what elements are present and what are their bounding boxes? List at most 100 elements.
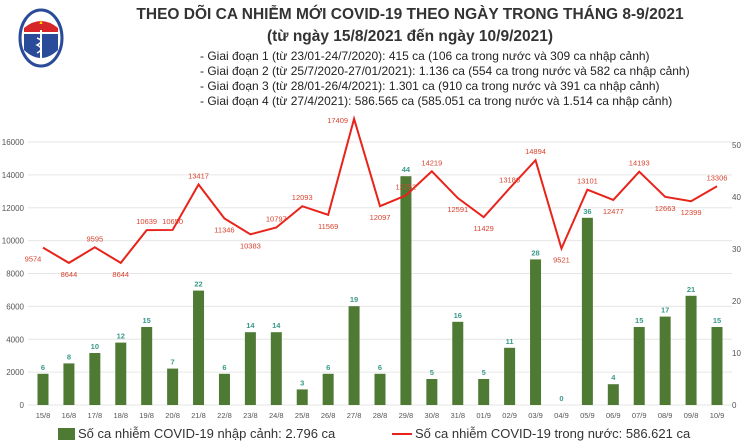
right-axis-tick: 10 xyxy=(732,349,741,358)
legend-swatch-bar xyxy=(58,427,75,440)
chart-subtitle: (từ ngày 15/8/2021 đến ngày 10/9/2021) xyxy=(266,28,554,45)
x-axis-tick: 01/9 xyxy=(476,411,491,420)
bar xyxy=(218,373,230,405)
line-label: 14894 xyxy=(525,147,546,156)
x-axis-tick: 10/9 xyxy=(710,411,725,420)
bar-label: 6 xyxy=(222,363,226,372)
bar-label: 8 xyxy=(67,352,71,361)
note-phase-4: - Giai đoạn 4 (từ 27/4/2021): 586.565 ca… xyxy=(200,94,673,108)
x-axis-tick: 21/8 xyxy=(191,411,206,420)
bar xyxy=(167,368,179,405)
legend-label-domestic: Số ca nhiễm COVID-19 trong nước: 586.621… xyxy=(415,426,691,441)
x-axis-tick: 27/8 xyxy=(347,411,362,420)
right-axis-tick: 20 xyxy=(732,297,741,306)
bar-label: 5 xyxy=(430,368,434,377)
x-axis-tick: 03/9 xyxy=(528,411,543,420)
bar-label: 15 xyxy=(713,316,721,325)
line-label: 13186 xyxy=(499,175,520,184)
x-axis-tick: 07/9 xyxy=(632,411,647,420)
bar-label: 3 xyxy=(300,378,304,387)
line-label: 8644 xyxy=(61,270,78,279)
left-axis-tick: 14000 xyxy=(2,171,25,180)
legend-swatch-line xyxy=(392,432,412,435)
bar-label: 7 xyxy=(171,358,175,367)
line-label: 10797 xyxy=(266,215,287,224)
bar xyxy=(348,306,360,405)
bar xyxy=(711,327,723,405)
x-axis-tick: 15/8 xyxy=(36,411,51,420)
bar-label: 19 xyxy=(350,295,358,304)
bar xyxy=(400,176,412,405)
bar xyxy=(374,373,386,405)
right-axis-tick: 40 xyxy=(732,193,741,202)
x-axis-tick: 06/9 xyxy=(606,411,621,420)
bar-label: 0 xyxy=(559,394,563,403)
bar xyxy=(141,327,153,405)
line-label: 12591 xyxy=(447,205,468,214)
left-axis-tick: 16000 xyxy=(2,138,25,147)
line-label: 11569 xyxy=(318,222,338,231)
bar xyxy=(452,321,464,405)
bar-label: 10 xyxy=(91,342,99,351)
bar xyxy=(581,217,593,405)
x-axis-tick: 26/8 xyxy=(321,411,336,420)
line-label: 9595 xyxy=(87,234,104,243)
legend-item-imported: Số ca nhiễm COVID-19 nhập cảnh: 2.796 ca xyxy=(58,426,335,441)
line-label: 13101 xyxy=(577,177,598,186)
right-axis-tick: 0 xyxy=(732,401,737,410)
x-axis-tick: 02/9 xyxy=(502,411,517,420)
bar xyxy=(270,332,282,405)
line-label: 9574 xyxy=(25,255,42,264)
bar xyxy=(89,353,101,405)
legend-item-domestic: Số ca nhiễm COVID-19 trong nước: 586.621… xyxy=(392,426,690,441)
chart-title: THEO DÕI CA NHIỄM MỚI COVID-19 THEO NGÀY… xyxy=(136,6,684,23)
bar xyxy=(296,389,308,405)
bar xyxy=(685,295,697,405)
line-label: 12093 xyxy=(292,193,313,202)
left-axis-tick: 2000 xyxy=(6,368,24,377)
x-axis-tick: 05/9 xyxy=(580,411,595,420)
bar xyxy=(659,316,671,405)
x-axis-tick: 23/8 xyxy=(243,411,258,420)
left-axis-tick: 6000 xyxy=(6,302,24,311)
ministry-of-health-logo xyxy=(18,8,64,68)
x-axis-tick: 19/8 xyxy=(139,411,154,420)
bar xyxy=(504,347,516,405)
line-label: 9521 xyxy=(553,255,570,264)
left-axis-tick: 10000 xyxy=(2,237,25,246)
left-axis-tick: 0 xyxy=(20,401,25,410)
x-axis-tick: 30/8 xyxy=(425,411,440,420)
bar-label: 11 xyxy=(506,337,514,346)
bar xyxy=(37,373,49,405)
bar-label: 16 xyxy=(454,311,462,320)
bar-label: 14 xyxy=(272,321,281,330)
line-label: 13306 xyxy=(707,173,728,182)
bar-label: 17 xyxy=(661,306,669,315)
phase-notes: - Giai đoạn 1 (từ 23/01-24/7/2020): 415 … xyxy=(200,49,690,109)
line-label: 13417 xyxy=(188,171,209,180)
line-label: 11429 xyxy=(474,224,494,233)
x-axis-tick: 25/8 xyxy=(295,411,310,420)
line-label: 11346 xyxy=(214,226,234,235)
domestic-line xyxy=(42,115,718,265)
bar-label: 6 xyxy=(41,363,45,372)
left-axis-tick: 12000 xyxy=(2,204,25,213)
line-label: 12752 xyxy=(395,182,416,191)
note-phase-3: - Giai đoạn 3 (từ 28/01-26/4/2021): 1.30… xyxy=(200,79,660,93)
x-axis-tick: 18/8 xyxy=(113,411,128,420)
bar xyxy=(193,290,205,405)
bar-label: 15 xyxy=(143,316,151,325)
bar xyxy=(633,327,645,405)
x-axis-tick: 16/8 xyxy=(62,411,77,420)
bar-label: 12 xyxy=(117,332,125,341)
bar-label: 6 xyxy=(326,363,330,372)
left-axis-tick: 4000 xyxy=(6,335,24,344)
x-axis-tick: 28/8 xyxy=(373,411,388,420)
bar-label: 44 xyxy=(402,165,411,174)
line-label: 17409 xyxy=(327,116,348,125)
line-label: 14219 xyxy=(421,158,442,167)
bar xyxy=(426,379,438,405)
right-axis-tick: 50 xyxy=(732,141,741,150)
left-axis-tick: 8000 xyxy=(6,270,24,279)
